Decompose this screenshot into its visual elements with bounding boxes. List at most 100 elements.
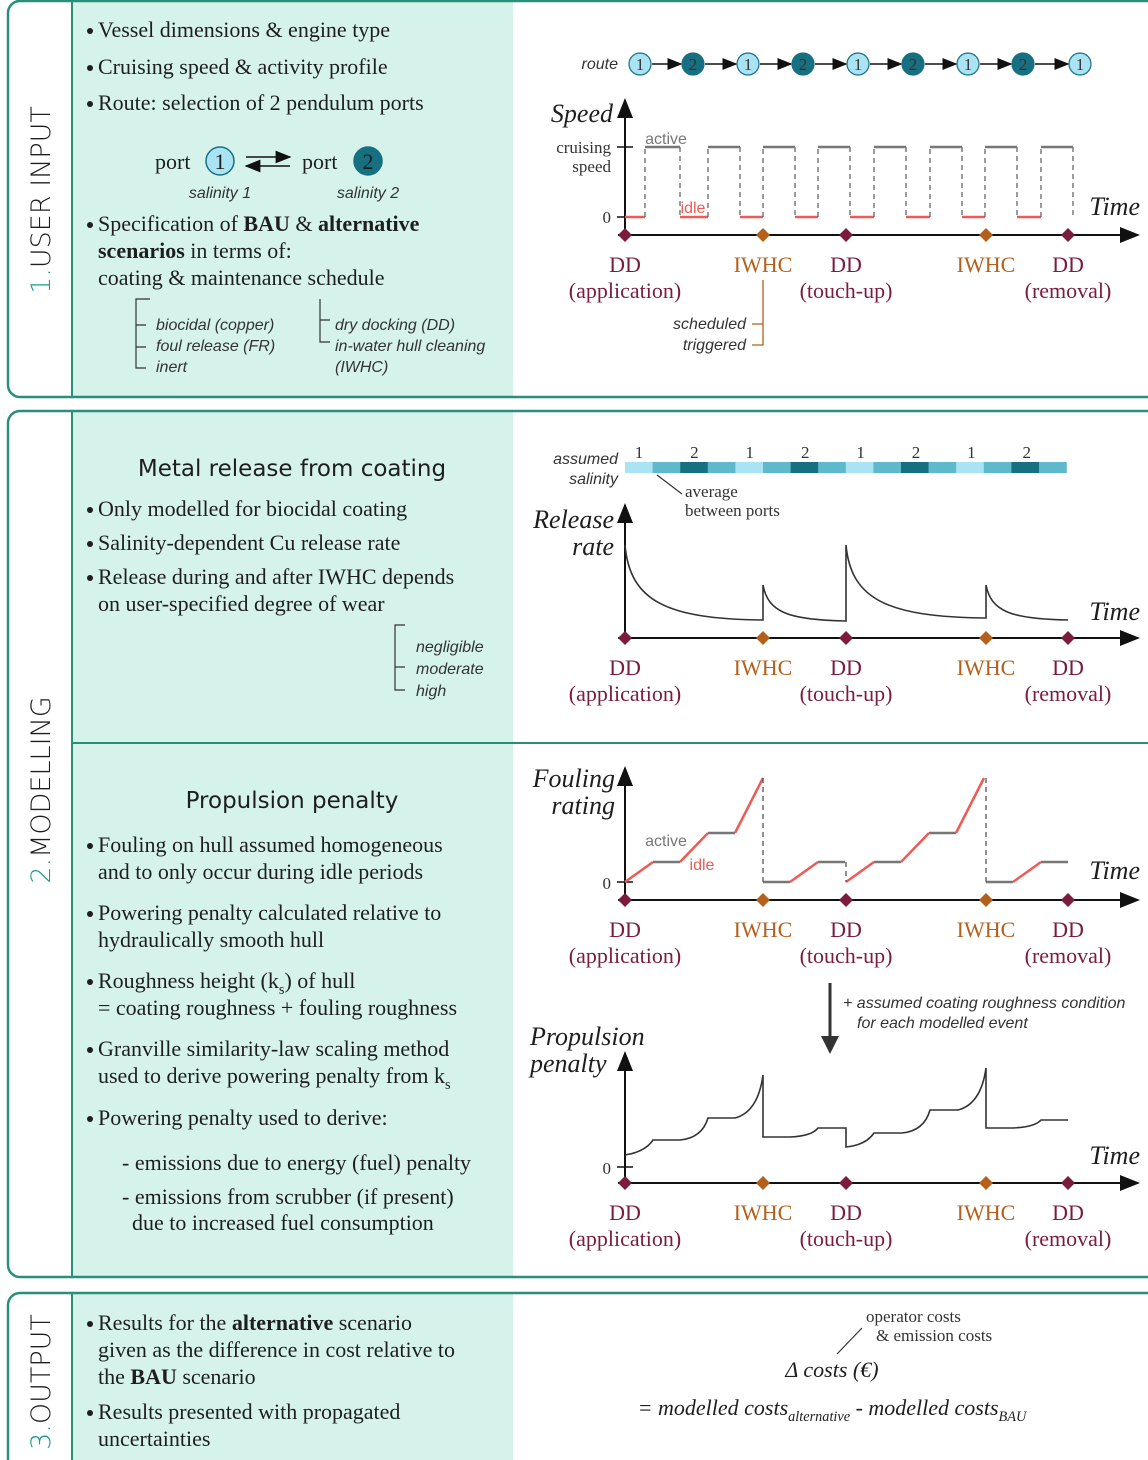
event-name: DD — [830, 1200, 862, 1225]
event-name: DD — [1052, 252, 1084, 277]
formula: = modelled costsalternative - modelled c… — [638, 1395, 1028, 1425]
axis-label: cruising — [556, 138, 611, 157]
note: & emission costs — [876, 1326, 992, 1345]
bullet-dot — [87, 1410, 93, 1416]
release-curve — [624, 544, 1069, 622]
event-marker — [979, 893, 993, 907]
note: average — [685, 482, 738, 501]
idle-segment — [900, 832, 930, 863]
text-run: - modelled costs — [850, 1395, 998, 1420]
bullet-dot — [87, 28, 93, 34]
port-circle — [901, 52, 925, 76]
arrowhead — [821, 1036, 839, 1054]
bullet-text: Powering penalty calculated relative to — [98, 900, 441, 925]
port-number: 1 — [964, 55, 973, 74]
section-title: USER INPUT — [26, 106, 57, 268]
port-number: 2 — [801, 443, 810, 462]
axis-label: speed — [572, 157, 611, 176]
event-marker — [839, 893, 853, 907]
text-run: BAU — [243, 211, 290, 236]
active-label: active — [645, 833, 687, 850]
bullet-dot — [87, 65, 93, 71]
wear-level: moderate — [416, 661, 484, 678]
event-name: DD — [609, 655, 641, 680]
salinity-segment — [901, 462, 929, 473]
route-label: route — [582, 56, 619, 73]
port-number: 2 — [363, 149, 374, 174]
bullet-dot — [87, 1047, 93, 1053]
salinity-segment — [1011, 462, 1040, 473]
event-name: DD — [830, 655, 862, 680]
event-note: (removal) — [1025, 943, 1112, 968]
port-circle — [791, 52, 815, 76]
axis-title: Fouling — [532, 764, 615, 793]
axis-label: 0 — [603, 1159, 612, 1178]
event-name: DD — [609, 1200, 641, 1225]
event-note: (application) — [569, 943, 681, 968]
axis-title: Release — [532, 505, 614, 534]
delta: Δ costs (€) — [784, 1357, 878, 1382]
bullet-text: the BAU scenario — [98, 1364, 256, 1389]
event-marker — [1061, 631, 1075, 645]
idle-label: idle — [681, 200, 706, 217]
port-number: 1 — [856, 443, 865, 462]
event-marker — [979, 1176, 993, 1190]
salinity-label: salinity — [569, 471, 619, 488]
sub-item: due to increased fuel consumption — [132, 1210, 434, 1235]
idle-segment — [789, 860, 819, 884]
sub-item: - emissions due to energy (fuel) penalty — [122, 1150, 471, 1175]
event-marker — [839, 228, 853, 242]
event-marker — [756, 1176, 770, 1190]
event-marker — [756, 893, 770, 907]
bullet-dot — [87, 1321, 93, 1327]
bullet-dot — [87, 222, 93, 228]
event-name: IWHC — [734, 917, 793, 942]
event-marker — [618, 631, 632, 645]
section-number: 1. — [26, 268, 57, 294]
salinity: salinity 2 — [337, 185, 399, 202]
axis-title: Propulsion — [529, 1022, 645, 1051]
port-circle — [846, 52, 870, 76]
transition — [984, 147, 1018, 217]
port-number: 1 — [744, 55, 753, 74]
salinity-segment — [707, 462, 736, 473]
transition — [707, 147, 741, 217]
salinity-segment — [652, 462, 681, 473]
schedule-item: in-water hull cleaning — [335, 338, 485, 355]
section-frame — [6, 409, 1148, 1279]
text-run: s — [445, 1077, 451, 1093]
port-number: 1 — [215, 149, 226, 174]
text-run: Results for the — [98, 1310, 232, 1335]
transition — [762, 147, 796, 217]
port-circle — [1011, 52, 1035, 76]
section-title: MODELLING — [26, 696, 57, 858]
text-run: alternative — [232, 1310, 334, 1335]
event-marker — [839, 1176, 853, 1190]
text-run: BAU — [130, 1364, 177, 1389]
salinity-segment — [956, 462, 984, 473]
port-number: 2 — [690, 443, 699, 462]
heading: Metal release from coating — [138, 456, 446, 482]
note: + assumed coating roughness condition — [843, 995, 1126, 1012]
port-number: 2 — [1023, 443, 1032, 462]
text-run: the — [98, 1364, 130, 1389]
panel-bg — [72, 1, 513, 397]
port-number: 1 — [636, 55, 645, 74]
text-run: used to derive powering penalty from k — [98, 1063, 445, 1088]
event-name: IWHC — [734, 252, 793, 277]
port-circle — [956, 52, 980, 76]
event-marker — [1061, 228, 1075, 242]
text-run: alternative — [318, 211, 420, 236]
salinity-segment — [790, 462, 819, 473]
bullet-text: given as the difference in cost relative… — [98, 1337, 455, 1362]
axis-title: penalty — [528, 1049, 607, 1078]
line — [836, 1327, 863, 1355]
event-name: IWHC — [734, 1200, 793, 1225]
event-marker — [618, 893, 632, 907]
bullet-text: and to only occur during idle periods — [98, 859, 423, 884]
port-number: 2 — [689, 55, 698, 74]
event-name: DD — [609, 252, 641, 277]
text-run: ) of hull — [284, 968, 355, 993]
event-marker — [756, 228, 770, 242]
